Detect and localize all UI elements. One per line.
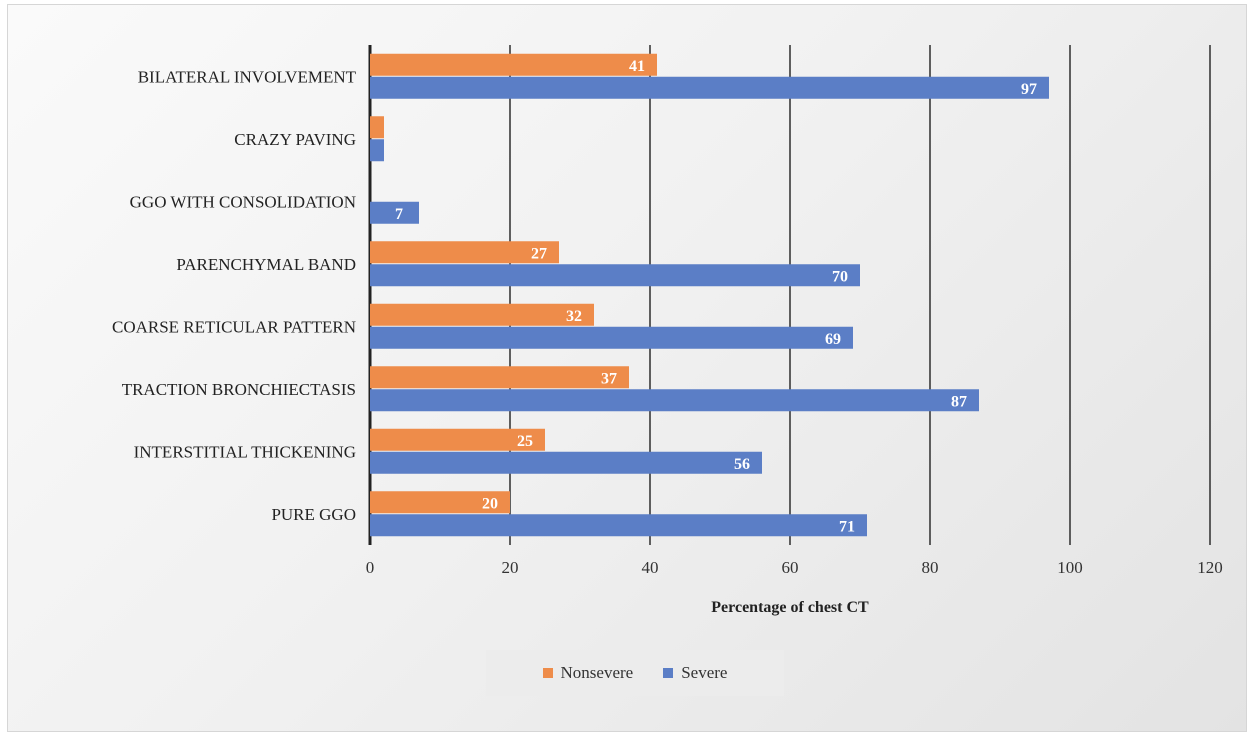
legend: Nonsevere Severe — [486, 650, 784, 696]
bar-nonsevere-0 — [370, 53, 657, 76]
category-label: PURE GGO — [271, 505, 356, 524]
bar-severe-1 — [370, 139, 384, 162]
x-tick-label-20: 20 — [502, 558, 519, 577]
x-tick-label-60: 60 — [782, 558, 799, 577]
bar-nonsevere-7 — [370, 491, 510, 514]
category-label: BILATERAL INVOLVEMENT — [138, 67, 357, 86]
data-label-severe-2: 7 — [395, 206, 403, 223]
category-label: CRAZY PAVING — [234, 130, 356, 149]
bar-nonsevere-1 — [370, 116, 384, 139]
x-axis-title: Percentage of chest CT — [711, 599, 869, 616]
data-label-nonsevere-0: 41 — [629, 58, 645, 75]
data-label-nonsevere-5: 37 — [601, 370, 617, 387]
bar-severe-3 — [370, 264, 860, 287]
bar-severe-4 — [370, 326, 853, 349]
data-label-nonsevere-3: 27 — [531, 245, 547, 262]
legend-label-nonsevere: Nonsevere — [560, 663, 634, 682]
category-label: COARSE RETICULAR PATTERN — [112, 317, 356, 336]
legend-item-nonsevere: Nonsevere — [542, 663, 634, 683]
legend-swatch-severe — [663, 668, 674, 678]
bar-severe-0 — [370, 76, 1049, 99]
data-label-nonsevere-7: 20 — [482, 495, 498, 512]
data-label-nonsevere-6: 25 — [517, 433, 533, 450]
category-label: GGO WITH CONSOLIDATION — [130, 192, 356, 211]
bar-nonsevere-6 — [370, 428, 545, 451]
bar-severe-2 — [370, 201, 419, 224]
legend-label-severe: Severe — [681, 663, 728, 682]
legend-swatch-nonsevere — [542, 668, 553, 678]
category-label: INTERSTITIAL THICKENING — [134, 442, 356, 461]
data-label-severe-4: 69 — [825, 331, 841, 348]
data-label-severe-0: 97 — [1021, 81, 1037, 98]
bar-severe-6 — [370, 451, 762, 474]
bar-nonsevere-3 — [370, 241, 559, 264]
category-label: TRACTION BRONCHIECTASIS — [122, 380, 356, 399]
bars — [370, 53, 1049, 537]
x-tick-label-0: 0 — [366, 558, 375, 577]
data-label-severe-7: 71 — [839, 518, 855, 535]
bar-severe-7 — [370, 514, 867, 537]
x-tick-label-80: 80 — [922, 558, 939, 577]
category-label: PARENCHYMAL BAND — [176, 255, 356, 274]
bar-nonsevere-4 — [370, 303, 594, 326]
data-label-severe-6: 56 — [734, 456, 750, 473]
legend-item-severe: Severe — [663, 663, 727, 683]
data-label-severe-5: 87 — [951, 393, 967, 410]
x-tick-label-100: 100 — [1057, 558, 1083, 577]
x-tick-label-40: 40 — [642, 558, 659, 577]
data-label-nonsevere-4: 32 — [566, 308, 582, 325]
labels: 0 20 40 60 80 100 120 BILATERAL INVOLVEMENT 41 97… — [112, 58, 1223, 577]
bar-nonsevere-5 — [370, 366, 629, 389]
bar-severe-5 — [370, 389, 979, 412]
data-label-severe-3: 70 — [832, 268, 848, 285]
x-tick-label-120: 120 — [1197, 558, 1223, 577]
